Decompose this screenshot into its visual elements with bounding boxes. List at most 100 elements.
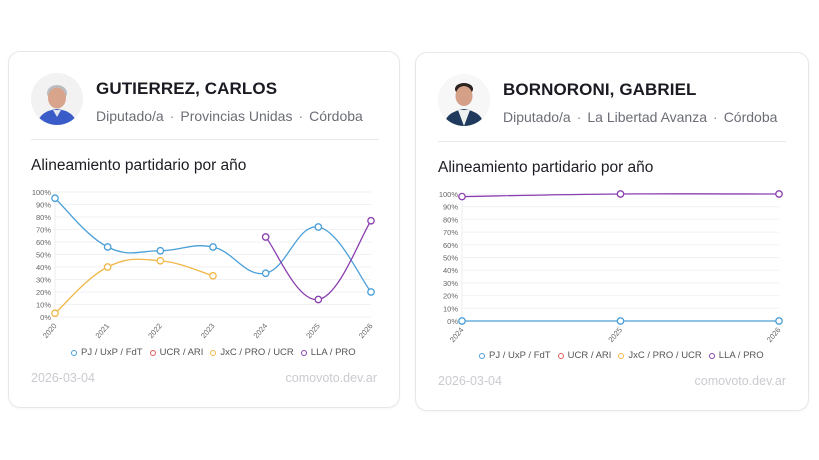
legend-label: PJ / UxP / FdT bbox=[81, 347, 143, 358]
series-line bbox=[265, 220, 372, 301]
y-tick-label: 30% bbox=[443, 279, 458, 288]
legend-item[interactable]: PJ / UxP / FdT bbox=[71, 347, 143, 358]
legend-label: UCR / ARI bbox=[159, 347, 204, 358]
y-tick-label: 70% bbox=[36, 226, 51, 235]
data-point-marker[interactable] bbox=[775, 190, 783, 198]
x-tick-label: 2026 bbox=[765, 326, 783, 345]
legend-label: UCR / ARI bbox=[567, 350, 612, 361]
data-point-marker[interactable] bbox=[367, 288, 375, 296]
legislator-meta: Diputado/a · Provincias Unidas · Córdoba bbox=[96, 108, 363, 124]
avatar bbox=[31, 73, 83, 125]
alignment-line-chart: 0% 10% 20% 30% 40% 50% 60% 70% 80% 90% 100% 2020 202… bbox=[32, 188, 375, 341]
chart-title: Alineamiento partidario por año bbox=[31, 157, 247, 174]
legislator-name: BORNORONI, GABRIEL bbox=[503, 80, 697, 99]
y-tick-label: 40% bbox=[443, 266, 458, 275]
avatar bbox=[438, 74, 490, 126]
legend-marker-icon bbox=[708, 352, 715, 359]
y-tick-label: 100% bbox=[439, 190, 459, 199]
x-tick-label: 2026 bbox=[357, 322, 375, 341]
footer-site-link[interactable]: comovoto.dev.ar bbox=[694, 374, 786, 388]
legend-marker-icon bbox=[71, 349, 77, 356]
x-tick-label: 2025 bbox=[304, 322, 322, 341]
legend-item[interactable]: UCR / ARI bbox=[557, 350, 612, 361]
legend-item[interactable]: PJ / UxP / FdT bbox=[479, 350, 551, 361]
footer-date: 2026-03-04 bbox=[438, 374, 502, 388]
data-point-marker[interactable] bbox=[367, 216, 375, 225]
data-point-marker[interactable] bbox=[616, 190, 625, 198]
data-point-marker[interactable] bbox=[51, 309, 59, 318]
legend-marker-icon bbox=[618, 352, 625, 359]
separator-dot: · bbox=[298, 108, 304, 124]
y-tick-label: 100% bbox=[32, 188, 52, 197]
footer-date: 2026-03-04 bbox=[31, 371, 95, 385]
y-tick-label: 50% bbox=[443, 254, 458, 263]
y-tick-label: 20% bbox=[36, 288, 51, 297]
legend-label: LLA / PRO bbox=[310, 347, 356, 358]
data-point-marker[interactable] bbox=[458, 192, 466, 201]
data-point-marker[interactable] bbox=[458, 317, 466, 325]
data-point-marker[interactable] bbox=[616, 317, 625, 325]
separator-dot: · bbox=[169, 108, 175, 124]
legislator-meta: Diputado/a · La Libertad Avanza · Córdoba bbox=[503, 109, 777, 125]
separator-dot: · bbox=[576, 109, 582, 125]
legend-label: PJ / UxP / FdT bbox=[489, 350, 551, 361]
province-label: Córdoba bbox=[309, 108, 363, 124]
x-tick-label: 2025 bbox=[606, 326, 624, 345]
legislator-card-bornoroni: BORNORONI, GABRIEL Diputado/a · La Liberta… bbox=[415, 52, 809, 411]
data-point-marker[interactable] bbox=[314, 223, 323, 231]
data-point-marker[interactable] bbox=[51, 194, 59, 203]
series-line bbox=[54, 258, 214, 314]
footer-site-link[interactable]: comovoto.dev.ar bbox=[285, 371, 377, 385]
data-point-marker[interactable] bbox=[775, 317, 783, 325]
chart-legend: PJ / UxP / FdT UCR / ARI JxC / PRO / UCR LL… bbox=[71, 347, 356, 358]
header-divider bbox=[31, 139, 379, 140]
party-label: La Libertad Avanza bbox=[587, 109, 708, 125]
legend-item[interactable]: JxC / PRO / UCR bbox=[210, 347, 294, 358]
legend-item[interactable]: UCR / ARI bbox=[149, 347, 204, 358]
y-tick-label: 60% bbox=[443, 241, 458, 250]
data-point-marker[interactable] bbox=[156, 256, 165, 265]
legend-marker-icon bbox=[300, 349, 307, 356]
y-tick-label: 0% bbox=[447, 317, 458, 326]
legend-item[interactable]: LLA / PRO bbox=[300, 347, 356, 358]
y-tick-label: 90% bbox=[443, 203, 458, 212]
x-tick-label: 2021 bbox=[94, 322, 112, 341]
legend-item[interactable]: JxC / PRO / UCR bbox=[618, 350, 702, 361]
y-tick-label: 80% bbox=[36, 213, 51, 222]
legislator-card-gutierrez: GUTIERREZ, CARLOS Diputado/a · Provincias … bbox=[8, 51, 400, 408]
alignment-line-chart: 0% 10% 20% 30% 40% 50% 60% 70% 80% 90% 100% 2024 202… bbox=[439, 190, 783, 345]
data-point-marker[interactable] bbox=[156, 246, 165, 255]
legend-marker-icon bbox=[149, 349, 156, 356]
data-point-marker[interactable] bbox=[209, 271, 217, 280]
chart-legend: PJ / UxP / FdT UCR / ARI JxC / PRO / UCR LL… bbox=[479, 350, 764, 361]
province-label: Córdoba bbox=[723, 109, 778, 125]
y-tick-label: 10% bbox=[36, 301, 51, 310]
x-tick-label: 2022 bbox=[146, 322, 164, 341]
y-tick-label: 90% bbox=[36, 201, 51, 210]
legislator-name: GUTIERREZ, CARLOS bbox=[96, 79, 278, 98]
portrait-image bbox=[31, 73, 83, 125]
data-point-marker[interactable] bbox=[314, 295, 323, 304]
y-tick-label: 20% bbox=[443, 292, 458, 301]
y-tick-label: 40% bbox=[36, 263, 51, 272]
legend-label: LLA / PRO bbox=[718, 350, 764, 361]
legend-label: JxC / PRO / UCR bbox=[628, 350, 702, 361]
legend-label: JxC / PRO / UCR bbox=[220, 347, 294, 358]
data-point-marker[interactable] bbox=[209, 243, 217, 251]
legend-item[interactable]: LLA / PRO bbox=[708, 350, 764, 361]
data-point-marker[interactable] bbox=[261, 269, 270, 278]
data-point-marker[interactable] bbox=[103, 263, 112, 271]
data-point-marker[interactable] bbox=[103, 243, 112, 251]
x-tick-label: 2024 bbox=[448, 326, 466, 345]
x-tick-label: 2020 bbox=[41, 322, 59, 341]
portrait-image bbox=[438, 74, 490, 126]
y-tick-label: 70% bbox=[443, 228, 458, 237]
legend-marker-icon bbox=[210, 349, 217, 356]
data-point-marker[interactable] bbox=[261, 233, 270, 241]
legend-marker-icon bbox=[479, 352, 485, 359]
y-tick-label: 10% bbox=[443, 304, 458, 313]
legend-marker-icon bbox=[557, 352, 564, 359]
y-tick-label: 30% bbox=[36, 276, 51, 285]
role-label: Diputado/a bbox=[503, 109, 571, 125]
x-tick-label: 2023 bbox=[199, 322, 217, 341]
